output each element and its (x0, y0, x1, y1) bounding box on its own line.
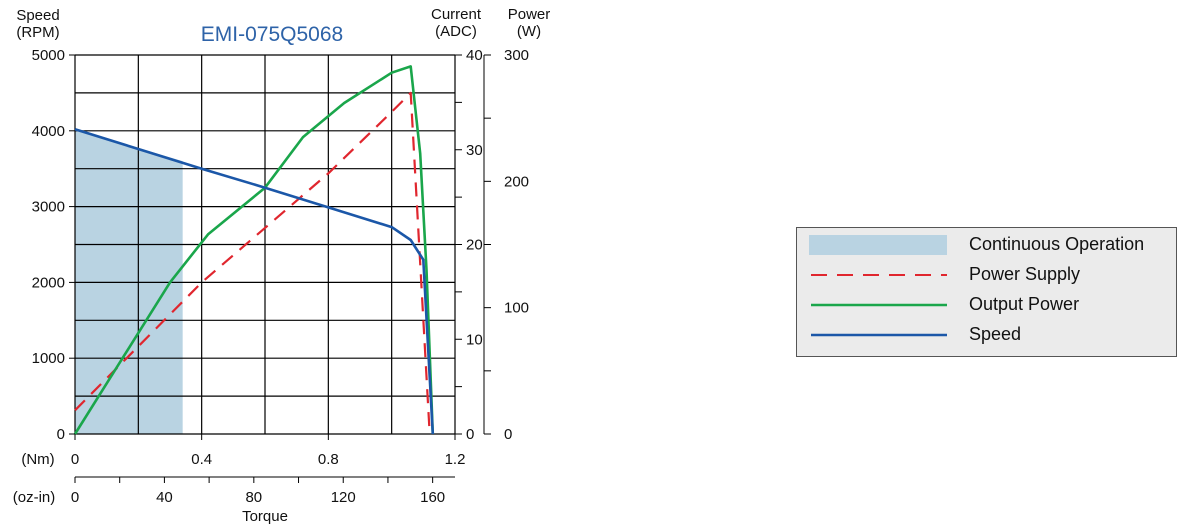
axes-layer: 0100020003000400050000102030400100200300… (32, 47, 529, 506)
series-layer (73, 65, 435, 435)
performance-chart: 0100020003000400050000102030400100200300… (13, 6, 551, 525)
legend-item-speed: Speed (797, 320, 1176, 350)
speed-tick-label: 0 (57, 426, 65, 443)
ozin-axis-unit: (oz-in) (13, 489, 56, 506)
power-tick-label: 100 (504, 300, 529, 317)
chart-title: EMI-075Q5068 (201, 23, 343, 46)
speed-axis-unit: (RPM) (16, 24, 59, 41)
power-axis-unit: (W) (517, 23, 541, 40)
legend-swatch-speed (811, 333, 947, 337)
continuous-operation-area (75, 129, 183, 434)
legend-label: Power Supply (969, 264, 1081, 284)
torque-axis-label: Torque (242, 508, 288, 525)
power-tick-label: 300 (504, 47, 529, 64)
nm-tick-label: 0.4 (191, 451, 212, 468)
ozin-tick-label: 120 (331, 489, 356, 506)
nm-axis-unit: (Nm) (21, 451, 54, 468)
speed-axis-label: Speed (16, 7, 59, 24)
speed-tick-label: 1000 (32, 350, 65, 367)
nm-tick-label: 1.2 (445, 451, 466, 468)
current-tick-label: 0 (466, 426, 474, 443)
current-tick-label: 30 (466, 142, 483, 159)
current-tick-label: 20 (466, 237, 483, 254)
current-tick-label: 10 (466, 331, 483, 348)
legend-swatch-power-supply (811, 274, 947, 276)
series-speed (74, 128, 435, 435)
ozin-tick-label: 40 (156, 489, 173, 506)
ozin-tick-label: 80 (245, 489, 262, 506)
series-power-supply (74, 91, 431, 435)
nm-tick-label: 0.8 (318, 451, 339, 468)
nm-tick-label: 0 (71, 451, 79, 468)
legend-label: Output Power (969, 294, 1080, 314)
speed-tick-label: 3000 (32, 199, 65, 216)
current-tick-label: 40 (466, 47, 483, 64)
ozin-tick-label: 160 (420, 489, 445, 506)
grid-layer (74, 54, 456, 435)
legend-label: Speed (969, 324, 1022, 344)
speed-tick-label: 4000 (32, 123, 65, 140)
power-axis-label: Power (508, 6, 551, 23)
legend: Continuous Operation Power Supply Output… (796, 227, 1177, 357)
current-axis-label: Current (431, 6, 482, 23)
current-axis-unit: (ADC) (435, 23, 477, 40)
legend-swatch-continuous-operation (809, 235, 947, 255)
continuous-operation-layer (75, 129, 183, 434)
legend-item-power-supply: Power Supply (797, 260, 1176, 290)
legend-swatch-output-power (811, 303, 947, 307)
ozin-tick-label: 0 (71, 489, 79, 506)
legend-item-output-power: Output Power (797, 290, 1176, 320)
series-output-power (73, 65, 435, 435)
power-tick-label: 200 (504, 173, 529, 190)
legend-label: Continuous Operation (969, 234, 1145, 254)
power-tick-label: 0 (504, 426, 512, 443)
speed-tick-label: 5000 (32, 47, 65, 64)
legend-item-continuous-operation: Continuous Operation (797, 230, 1176, 260)
speed-tick-label: 2000 (32, 274, 65, 291)
